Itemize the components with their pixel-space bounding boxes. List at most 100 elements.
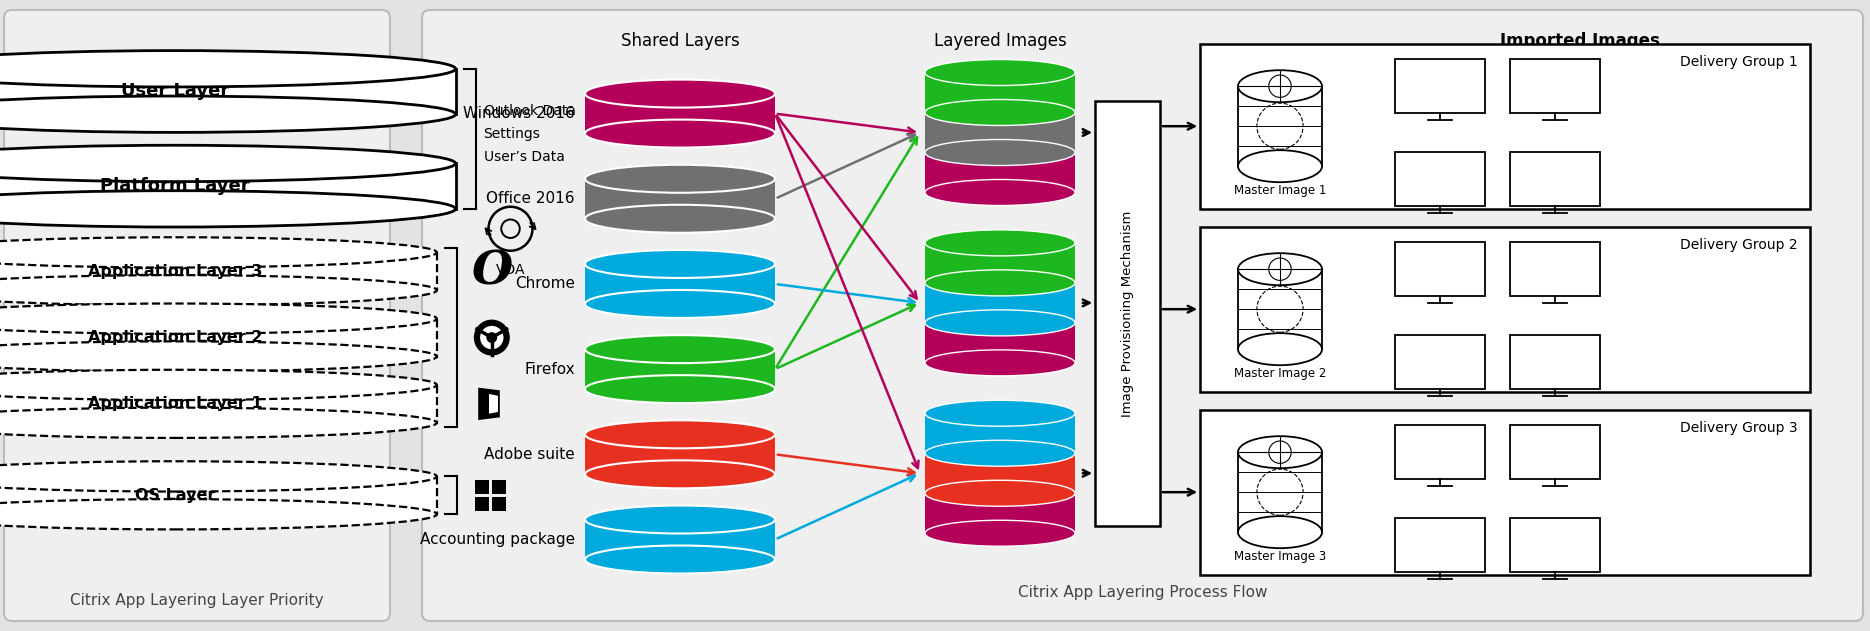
Text: Delivery Group 3: Delivery Group 3 (1681, 421, 1797, 435)
Ellipse shape (0, 341, 438, 372)
Ellipse shape (926, 100, 1075, 126)
Text: Firefox: Firefox (524, 362, 574, 377)
Ellipse shape (926, 310, 1075, 336)
Ellipse shape (926, 139, 1075, 165)
Bar (492, 497, 507, 511)
Text: Master Image 3: Master Image 3 (1234, 550, 1326, 563)
Text: VDA: VDA (496, 262, 525, 277)
Bar (1509, 59, 1601, 113)
Text: Imported Images: Imported Images (1500, 32, 1661, 50)
Text: Windows 2016: Windows 2016 (464, 106, 574, 121)
Text: Master Image 1: Master Image 1 (1234, 184, 1326, 198)
Ellipse shape (585, 375, 774, 403)
Text: Citrix App Layering Process Flow: Citrix App Layering Process Flow (1017, 586, 1268, 601)
Bar (585, 434, 774, 475)
Ellipse shape (0, 191, 456, 227)
Bar (1238, 86, 1322, 166)
Polygon shape (488, 394, 497, 414)
Ellipse shape (926, 520, 1075, 546)
Bar (1509, 425, 1601, 479)
Circle shape (481, 326, 503, 350)
Ellipse shape (1238, 70, 1322, 102)
Text: Platform Layer: Platform Layer (101, 177, 251, 195)
Bar (0, 252, 438, 290)
Bar (926, 283, 1075, 323)
Ellipse shape (0, 145, 456, 182)
Ellipse shape (585, 290, 774, 318)
Text: Application Layer 1: Application Layer 1 (88, 396, 262, 411)
Bar (1395, 425, 1485, 479)
Bar (1395, 59, 1485, 113)
Text: Adobe suite: Adobe suite (484, 447, 574, 462)
Bar (475, 480, 490, 494)
Ellipse shape (0, 408, 438, 438)
Bar (1096, 101, 1159, 526)
Ellipse shape (585, 80, 774, 107)
Ellipse shape (0, 499, 438, 529)
Text: Citrix App Layering Layer Priority: Citrix App Layering Layer Priority (71, 594, 324, 608)
Text: Shared Layers: Shared Layers (621, 32, 739, 50)
Bar (0, 385, 438, 423)
Bar (0, 476, 438, 514)
Ellipse shape (1238, 436, 1322, 468)
Ellipse shape (926, 350, 1075, 376)
Ellipse shape (585, 205, 774, 233)
Bar (926, 153, 1075, 192)
Ellipse shape (926, 400, 1075, 427)
Ellipse shape (585, 120, 774, 148)
FancyBboxPatch shape (423, 10, 1863, 621)
Bar (0, 319, 438, 357)
Bar (475, 497, 490, 511)
Bar (926, 453, 1075, 493)
Bar (1238, 269, 1322, 349)
Ellipse shape (926, 179, 1075, 206)
Circle shape (473, 319, 511, 356)
Ellipse shape (1238, 253, 1322, 285)
Text: Chrome: Chrome (514, 276, 574, 292)
Ellipse shape (0, 237, 438, 268)
FancyBboxPatch shape (4, 10, 391, 621)
Bar (1509, 518, 1601, 572)
Bar (1201, 44, 1810, 209)
Ellipse shape (926, 59, 1075, 86)
Text: OS Layer: OS Layer (135, 488, 215, 503)
Bar (1395, 518, 1485, 572)
Bar (492, 480, 507, 494)
Ellipse shape (585, 505, 774, 533)
Bar (585, 349, 774, 389)
Ellipse shape (1238, 150, 1322, 182)
Text: Layered Images: Layered Images (933, 32, 1066, 50)
Ellipse shape (585, 165, 774, 192)
Bar (1238, 452, 1322, 532)
Ellipse shape (585, 420, 774, 448)
Bar (926, 112, 1075, 153)
Bar (585, 179, 774, 219)
Bar (1509, 242, 1601, 296)
Ellipse shape (0, 461, 438, 492)
Text: Outlook Data: Outlook Data (484, 104, 576, 118)
Bar (926, 73, 1075, 112)
Text: User’s Data: User’s Data (484, 150, 565, 164)
Ellipse shape (0, 304, 438, 334)
Ellipse shape (0, 96, 456, 133)
Ellipse shape (926, 480, 1075, 506)
Text: Application Layer 2: Application Layer 2 (88, 330, 262, 345)
Text: Delivery Group 2: Delivery Group 2 (1681, 238, 1797, 252)
Ellipse shape (0, 370, 438, 400)
Ellipse shape (926, 270, 1075, 296)
Ellipse shape (926, 230, 1075, 256)
Ellipse shape (1238, 333, 1322, 365)
Text: Accounting package: Accounting package (421, 532, 574, 547)
Ellipse shape (585, 250, 774, 278)
Ellipse shape (585, 335, 774, 363)
Text: Settings: Settings (484, 127, 540, 141)
Bar (926, 493, 1075, 533)
Bar (1201, 227, 1810, 392)
Text: Image Provisioning Mechanism: Image Provisioning Mechanism (1120, 210, 1133, 416)
Ellipse shape (0, 50, 456, 87)
Circle shape (486, 332, 497, 343)
Text: Delivery Group 1: Delivery Group 1 (1681, 55, 1797, 69)
Bar (1395, 335, 1485, 389)
Bar (926, 243, 1075, 283)
Text: Application Layer 3: Application Layer 3 (88, 264, 262, 279)
